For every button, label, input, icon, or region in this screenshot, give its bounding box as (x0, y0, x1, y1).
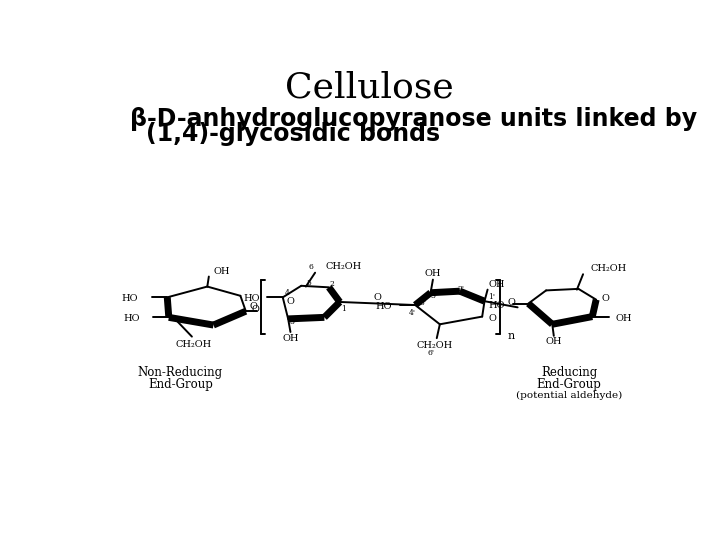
Text: OH: OH (425, 269, 441, 278)
Text: O: O (374, 293, 382, 302)
Text: O: O (508, 298, 516, 307)
Text: Reducing: Reducing (541, 366, 598, 379)
Text: 3: 3 (289, 318, 294, 326)
Text: CH₂OH: CH₂OH (590, 264, 627, 273)
Text: OH: OH (213, 267, 230, 275)
Text: OH: OH (488, 280, 505, 289)
Text: 1': 1' (488, 293, 495, 301)
Text: OH: OH (546, 338, 562, 347)
Text: 6: 6 (308, 264, 313, 271)
Text: 3': 3' (430, 292, 437, 300)
Text: 1: 1 (341, 305, 346, 313)
Text: O: O (488, 314, 496, 322)
Text: OH: OH (616, 314, 632, 322)
Text: 5: 5 (307, 279, 311, 287)
Text: 4: 4 (285, 289, 290, 298)
Text: OH: OH (282, 334, 299, 343)
Text: (1,4)-glycosidic bonds: (1,4)-glycosidic bonds (145, 122, 440, 146)
Text: β-D-anhydroglucopyranose units linked by: β-D-anhydroglucopyranose units linked by (130, 107, 698, 131)
Text: Cellulose: Cellulose (284, 71, 454, 105)
Text: (potential aldehyde): (potential aldehyde) (516, 392, 622, 401)
Text: HO: HO (122, 294, 138, 302)
Text: End-Group: End-Group (537, 378, 602, 391)
Text: n: n (508, 331, 515, 341)
Text: O: O (601, 294, 609, 302)
Text: O: O (250, 302, 258, 311)
Text: CH₂OH: CH₂OH (326, 262, 362, 271)
Text: End-Group: End-Group (148, 378, 213, 391)
Text: O: O (252, 305, 260, 314)
Text: 2: 2 (330, 280, 335, 288)
Text: HO: HO (123, 314, 140, 322)
Text: HO: HO (488, 301, 505, 309)
Text: O: O (287, 298, 294, 307)
Text: Non-Reducing: Non-Reducing (138, 366, 223, 379)
Text: 6': 6' (427, 349, 434, 357)
Text: 5': 5' (419, 299, 426, 307)
Text: 4': 4' (409, 309, 415, 317)
Text: CH₂OH: CH₂OH (175, 340, 212, 349)
Text: 2': 2' (458, 285, 465, 293)
Text: HO: HO (243, 294, 260, 303)
Text: HO: HO (376, 302, 392, 311)
Text: CH₂OH: CH₂OH (416, 341, 453, 350)
